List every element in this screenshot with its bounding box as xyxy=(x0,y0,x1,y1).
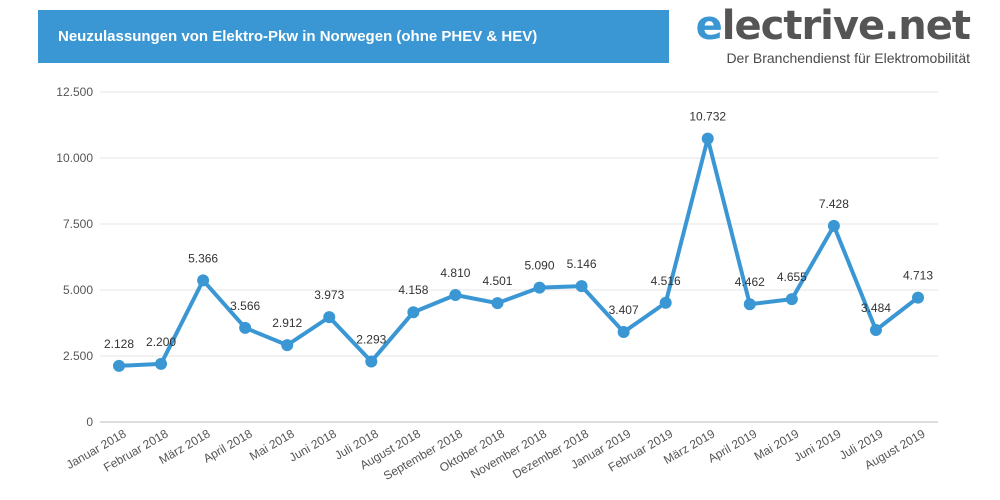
data-label: 7.428 xyxy=(819,197,849,211)
data-series xyxy=(113,132,924,372)
x-tick-label: April 2019 xyxy=(705,426,759,465)
data-label: 2.128 xyxy=(104,337,134,351)
y-tick-label: 7.500 xyxy=(63,217,93,231)
data-point xyxy=(239,321,252,334)
data-label: 4.713 xyxy=(903,269,933,283)
y-tick-label: 12.500 xyxy=(56,85,93,99)
title-bar: Neuzulassungen von Elektro-Pkw in Norweg… xyxy=(38,10,669,63)
data-label: 3.484 xyxy=(861,301,891,315)
brand-logo: electrive.net Der Branchendienst für Ele… xyxy=(670,3,971,66)
data-point xyxy=(407,306,420,319)
data-label: 5.366 xyxy=(188,251,218,265)
data-label: 2.293 xyxy=(356,332,386,346)
brand-name-rest: lectrive.net xyxy=(721,3,971,49)
y-tick-label: 5.000 xyxy=(63,283,93,297)
data-label: 4.655 xyxy=(777,270,807,284)
data-point xyxy=(449,289,462,302)
data-point xyxy=(869,324,882,337)
data-label: 2.912 xyxy=(272,316,302,330)
data-point xyxy=(912,291,924,304)
data-point xyxy=(323,311,336,324)
x-tick-label: Juni 2018 xyxy=(287,426,339,464)
y-tick-label: 0 xyxy=(86,415,93,429)
data-label: 4.501 xyxy=(482,274,512,288)
data-label: 3.566 xyxy=(230,299,260,313)
x-tick-label: April 2018 xyxy=(201,426,255,465)
data-point xyxy=(743,298,756,311)
data-point xyxy=(617,326,630,339)
data-point xyxy=(533,281,546,294)
data-point xyxy=(365,355,378,368)
data-point xyxy=(197,274,210,287)
data-point xyxy=(701,132,714,145)
data-label: 4.810 xyxy=(440,266,470,280)
data-point xyxy=(155,357,168,370)
y-axis: 0 2.500 5.000 7.500 10.000 12.500 xyxy=(56,85,93,429)
data-label: 2.200 xyxy=(146,335,176,349)
data-label: 4.158 xyxy=(398,283,428,297)
data-point xyxy=(785,293,798,306)
data-label: 10.732 xyxy=(689,110,726,124)
data-point xyxy=(659,296,672,309)
grid-lines xyxy=(100,91,938,423)
data-point xyxy=(827,219,840,232)
data-label: 3.973 xyxy=(314,288,344,302)
brand-tagline: Der Branchendienst für Elektromobilität xyxy=(726,50,970,66)
chart-title: Neuzulassungen von Elektro-Pkw in Norweg… xyxy=(58,28,538,45)
data-label: 4.462 xyxy=(735,275,765,289)
data-label: 5.146 xyxy=(567,257,597,271)
data-label: 3.407 xyxy=(609,303,639,317)
data-point xyxy=(113,359,125,372)
brand-name: electrive.net xyxy=(670,3,971,49)
data-point xyxy=(491,297,504,310)
data-point xyxy=(281,339,294,352)
y-tick-label: 2.500 xyxy=(63,349,93,363)
y-tick-label: 10.000 xyxy=(56,151,93,165)
data-label: 5.090 xyxy=(525,259,555,273)
brand-name-accent: e xyxy=(695,3,723,49)
data-label: 4.516 xyxy=(651,274,681,288)
x-tick-label: Juni 2019 xyxy=(791,426,843,464)
series-line xyxy=(117,136,920,368)
data-labels: 2.128 2.200 5.366 3.566 2.912 3.973 2.293 4.158… xyxy=(104,110,933,351)
data-point xyxy=(575,280,588,293)
